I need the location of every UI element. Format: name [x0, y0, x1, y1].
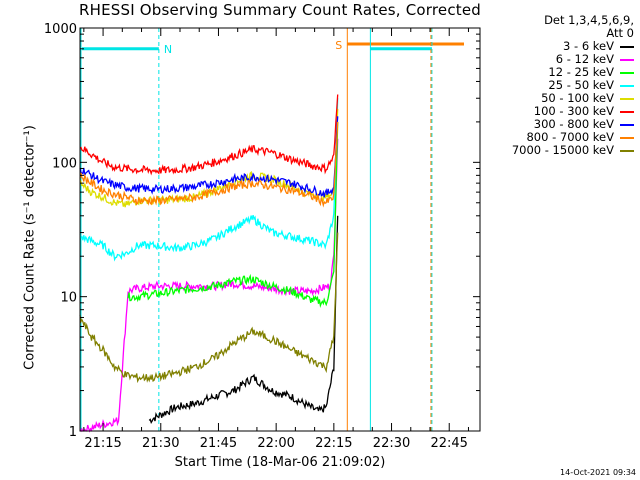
x-tick-label: 22:45: [430, 436, 467, 451]
legend-detectors: Det 1,3,4,5,6,9,: [544, 13, 634, 27]
legend-label: 7000 - 15000 keV: [511, 143, 614, 157]
series-line-1: [79, 138, 339, 433]
legend-swatch: [620, 97, 634, 100]
legend-swatch: [620, 123, 634, 126]
legend-swatch: [620, 84, 634, 87]
sun-marker-label: S: [335, 39, 342, 52]
x-tick-label: 22:30: [373, 436, 410, 451]
series-line-5: [79, 94, 339, 176]
series-line-6: [79, 116, 339, 198]
legend-swatch: [620, 58, 634, 61]
legend-label: 6 - 12 keV: [555, 52, 614, 66]
plot-frame: [79, 27, 481, 432]
legend-entry: 50 - 100 keV: [474, 92, 634, 105]
legend-entry: 3 - 6 keV: [474, 40, 634, 53]
y-tick-label: 100: [52, 156, 77, 171]
legend-label: 50 - 100 keV: [541, 91, 614, 105]
x-tick-label: 21:15: [84, 436, 121, 451]
series-line-7: [79, 121, 339, 208]
legend-swatch: [620, 149, 634, 152]
legend-label: 300 - 800 keV: [533, 117, 614, 131]
legend-entry: 25 - 50 keV: [474, 79, 634, 92]
y-axis-label: Corrected Count Rate (s⁻¹ detector⁻¹): [23, 123, 38, 373]
legend-swatch: [620, 110, 634, 113]
chart-title: RHESSI Observing Summary Count Rates, Co…: [78, 1, 481, 19]
x-tick-label: 21:45: [200, 436, 237, 451]
legend-swatch: [620, 45, 634, 48]
timestamp: 14-Oct-2021 09:34: [560, 468, 636, 477]
legend-entry: 12 - 25 keV: [474, 66, 634, 79]
legend-label: 800 - 7000 keV: [526, 130, 614, 144]
y-tick-label: 1000: [44, 22, 77, 37]
y-tick-label: 10: [60, 291, 77, 306]
legend-swatch: [620, 136, 634, 139]
tick-layer: 1 10 100 1000 21:15 21:30 21:45 22:00 22:15 22:30…: [44, 22, 480, 451]
legend-label: 12 - 25 keV: [548, 65, 614, 79]
series-layer: [79, 94, 339, 433]
series-line-2: [127, 121, 339, 309]
legend-swatch: [620, 71, 634, 74]
y-tick-label: 1: [69, 425, 77, 440]
legend-entry: 800 - 7000 keV: [474, 131, 634, 144]
legend-entry: 100 - 300 keV: [474, 105, 634, 118]
x-tick-label: 22:00: [257, 436, 294, 451]
series-line-3: [79, 98, 339, 262]
legend-entry: 7000 - 15000 keV: [474, 144, 634, 157]
legend-entry: 6 - 12 keV: [474, 53, 634, 66]
night-marker-label: N: [164, 43, 172, 56]
legend-label: 100 - 300 keV: [533, 104, 614, 118]
legend-entry: 300 - 800 keV: [474, 118, 634, 131]
x-tick-label: 22:15: [315, 436, 352, 451]
y-axis-label-text: Corrected Count Rate: [22, 229, 38, 370]
legend-label: 25 - 50 keV: [548, 78, 614, 92]
legend-entries: 3 - 6 keV 6 - 12 keV 12 - 25 keV 25 - 50 ke…: [474, 40, 634, 157]
x-axis-label: Start Time (18-Mar-06 21:09:02): [174, 455, 386, 470]
legend: Det 1,3,4,5,6,9, Att 0 3 - 6 keV 6 - 12 k…: [474, 14, 634, 157]
x-tick-label: 21:30: [142, 436, 179, 451]
legend-attenuator: Att 0: [606, 26, 634, 40]
legend-label: 3 - 6 keV: [563, 39, 614, 53]
y-axis-label-units: (s⁻¹ detector⁻¹): [22, 125, 38, 226]
series-line-8: [79, 232, 339, 384]
series-line-0: [148, 215, 339, 425]
